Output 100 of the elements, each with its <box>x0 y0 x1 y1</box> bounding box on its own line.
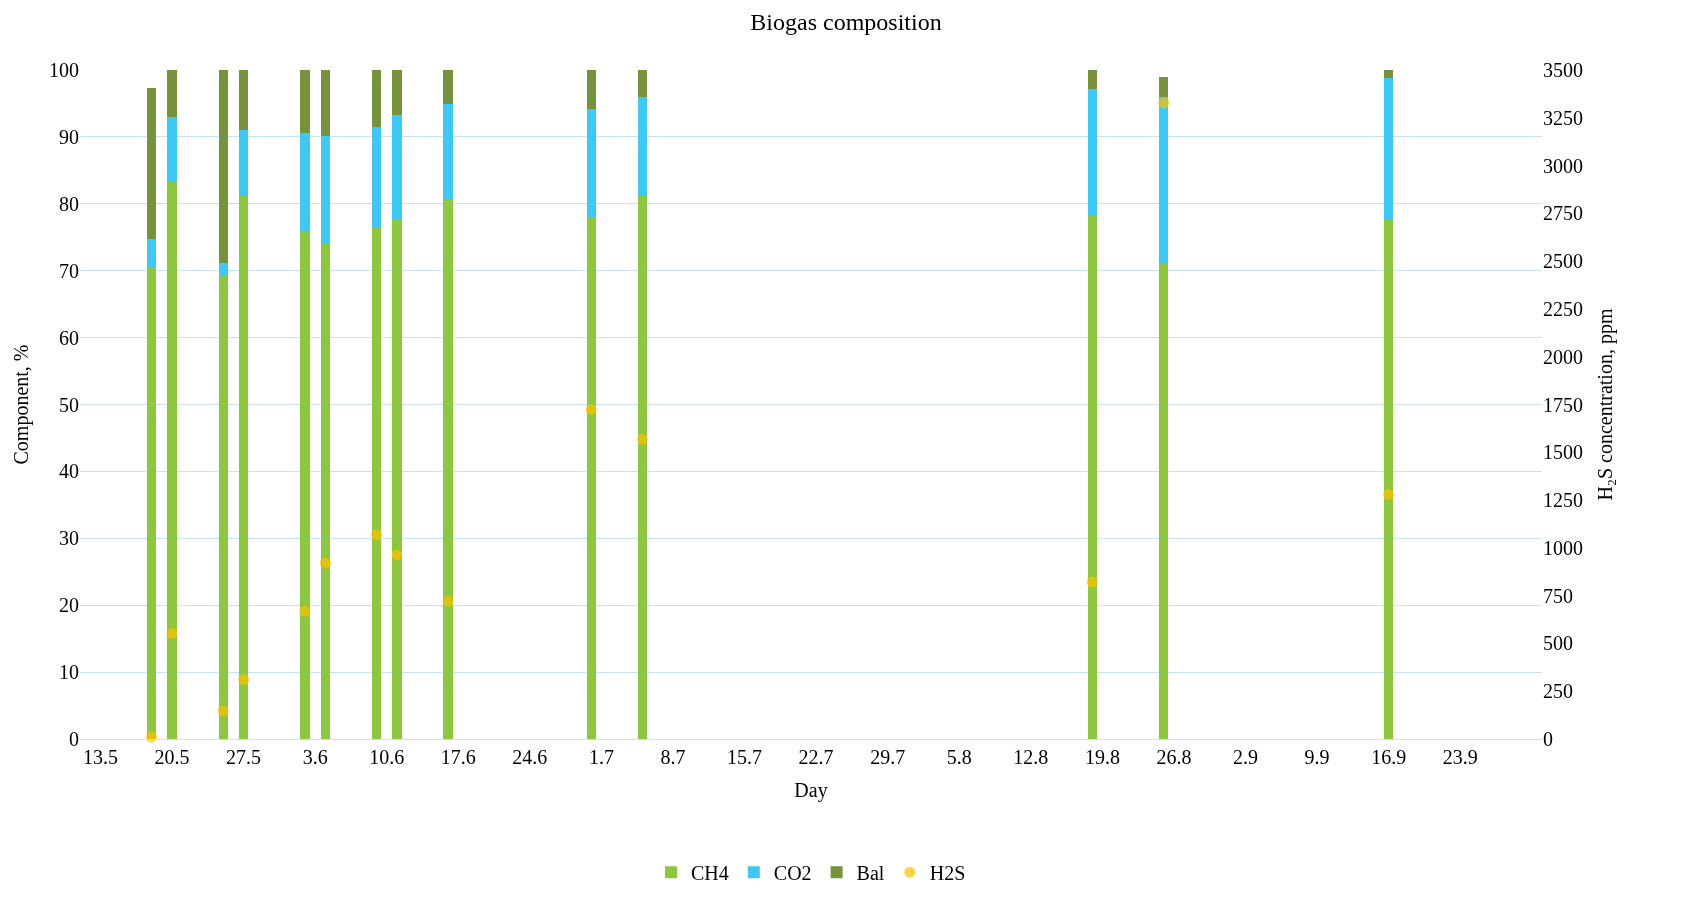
point <box>166 627 178 639</box>
bar <box>300 230 310 739</box>
y-tick-label: 100 <box>49 59 79 81</box>
bar <box>637 195 647 739</box>
bar <box>146 239 157 269</box>
y2-tick-label: 2000 <box>1543 345 1583 368</box>
bar <box>218 70 228 264</box>
bar <box>371 126 382 228</box>
y-tick-label: 60 <box>59 326 79 349</box>
y2-tick-label: 2500 <box>1543 250 1583 273</box>
bar <box>300 132 310 231</box>
point <box>585 403 597 415</box>
y2-tick-label: 1250 <box>1543 489 1583 512</box>
bar <box>392 218 402 739</box>
bar <box>1087 214 1097 739</box>
y-tick-label: 0 <box>69 728 79 750</box>
point <box>238 674 250 686</box>
y2-tick-label: 500 <box>1543 632 1573 655</box>
point <box>391 549 403 561</box>
bar <box>443 199 453 739</box>
point <box>1158 97 1170 109</box>
bar <box>320 70 330 137</box>
x-tick-label: 29.7 <box>870 746 906 768</box>
point <box>299 605 311 617</box>
bar <box>637 70 647 97</box>
y2-tick-label: 1750 <box>1543 393 1583 416</box>
bar <box>320 136 330 244</box>
y-tick-label: 20 <box>59 594 79 617</box>
bar <box>371 227 382 739</box>
x-tick-label: 20.5 <box>154 746 190 768</box>
x-tick-label: 17.6 <box>440 746 476 768</box>
y-tick-label: 30 <box>59 527 79 550</box>
legend-label: H2S <box>929 862 966 885</box>
y2-tick-label: 250 <box>1543 680 1573 703</box>
bar <box>443 104 453 200</box>
bar <box>586 70 596 109</box>
bar <box>320 243 330 739</box>
legend-label: CO2 <box>773 862 812 885</box>
x-tick-label: 8.7 <box>660 746 686 768</box>
y2-tick-label: 3500 <box>1543 59 1583 81</box>
bar <box>392 70 402 116</box>
y2-tick-label: 1000 <box>1543 536 1583 559</box>
y-tick-label: 70 <box>59 259 79 282</box>
y-tick-label: 80 <box>59 192 79 215</box>
bar <box>371 70 382 127</box>
point <box>217 705 229 717</box>
bar <box>1087 70 1097 89</box>
y2-tick-label: 2250 <box>1543 297 1583 320</box>
x-tick-label: 19.8 <box>1084 746 1120 768</box>
x-tick-label: 12.8 <box>1013 746 1049 768</box>
y2-tick-label: 0 <box>1543 728 1553 750</box>
x-tick-label: 24.6 <box>512 746 548 768</box>
bar <box>238 130 249 196</box>
bar <box>238 70 249 131</box>
y-tick-label: 90 <box>59 125 79 148</box>
point <box>1383 489 1395 501</box>
bar <box>1159 97 1169 265</box>
x-tick-label: 13.5 <box>82 746 118 768</box>
legend-label: CH4 <box>691 862 729 885</box>
x-tick-label: 9.9 <box>1304 746 1330 768</box>
bar <box>218 263 228 277</box>
x-tick-label: 10.6 <box>369 746 405 768</box>
point <box>442 595 454 607</box>
x-tick-label: 1.7 <box>588 746 614 768</box>
bar <box>1159 76 1169 98</box>
point <box>1086 576 1098 588</box>
y2-tick-label: 3000 <box>1543 154 1583 177</box>
x-tick-label: 23.9 <box>1442 746 1478 768</box>
bar <box>1384 219 1394 739</box>
bar <box>218 276 228 739</box>
bar <box>167 182 177 739</box>
x-axis-title: Day <box>794 778 828 802</box>
x-tick-label: 22.7 <box>798 746 834 768</box>
bar <box>146 88 157 240</box>
y-axis-title: Component, % <box>9 344 33 465</box>
bar <box>167 70 177 117</box>
point <box>319 557 331 569</box>
x-tick-label: 3.6 <box>302 746 328 768</box>
point <box>370 529 382 541</box>
bar <box>586 108 596 218</box>
y-tick-label: 40 <box>59 460 79 483</box>
x-tick-label: 5.8 <box>946 746 972 768</box>
y-tick-label: 10 <box>59 661 79 684</box>
bar <box>167 116 177 183</box>
bar <box>637 96 647 196</box>
bar <box>1384 70 1394 79</box>
y2-tick-label: 1500 <box>1543 441 1583 464</box>
bar <box>1159 264 1169 739</box>
x-tick-label: 27.5 <box>226 746 262 768</box>
x-tick-label: 15.7 <box>727 746 763 768</box>
x-tick-label: 26.8 <box>1156 746 1192 768</box>
y2-axis-title: H₂S concentration, ppm <box>1593 308 1617 501</box>
chart-title: Biogas composition <box>750 9 942 36</box>
bar <box>586 217 596 739</box>
point <box>636 433 648 445</box>
y2-tick-label: 2750 <box>1543 202 1583 225</box>
y2-tick-label: 750 <box>1543 584 1573 607</box>
y-tick-label: 50 <box>59 393 79 416</box>
bar <box>300 70 310 133</box>
bar <box>443 70 453 105</box>
